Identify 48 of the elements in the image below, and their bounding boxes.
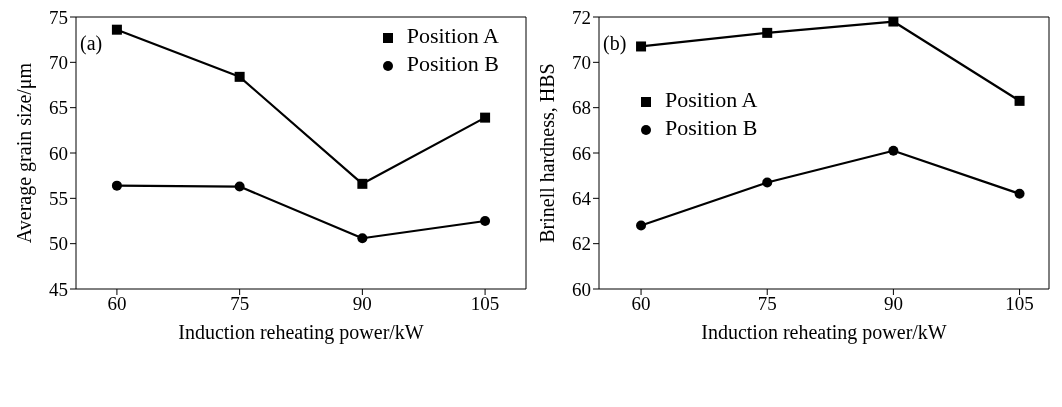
- point: [762, 27, 773, 38]
- point: [234, 71, 245, 82]
- y-tick-label: 75: [49, 6, 68, 28]
- point: [636, 41, 647, 52]
- x-tick-label: 105: [470, 293, 500, 315]
- point: [234, 181, 245, 192]
- y-tick-label: 72: [572, 6, 591, 28]
- x-tick-label: 90: [352, 293, 372, 315]
- annotation: (b): [603, 32, 627, 55]
- x-axis-title: Induction reheating power/kW: [178, 321, 424, 344]
- y-tick-label: 60: [49, 142, 68, 164]
- x-axis-title: Induction reheating power/kW: [701, 321, 947, 344]
- annotation: (a): [80, 32, 103, 55]
- y-tick-label: 45: [49, 278, 68, 300]
- legend-label: Position B: [665, 115, 758, 140]
- y-axis-title: Brinell hardness, HBS: [536, 63, 559, 243]
- x-tick-label: 105: [1005, 293, 1034, 315]
- point: [357, 178, 368, 189]
- y-tick-label: 55: [49, 188, 68, 210]
- point: [762, 177, 773, 188]
- point: [1014, 95, 1025, 106]
- point: [480, 112, 491, 123]
- x-tick-label: 75: [757, 293, 777, 315]
- y-tick-label: 60: [572, 278, 591, 300]
- x-tick-label: 75: [230, 293, 250, 315]
- point: [1014, 188, 1025, 199]
- point: [111, 180, 122, 191]
- point: [636, 220, 647, 231]
- y-tick-label: 65: [49, 97, 68, 119]
- point: [357, 233, 368, 244]
- legend-label: Position B: [406, 51, 499, 76]
- x-tick-label: 90: [883, 293, 903, 315]
- legend-label: Position A: [406, 23, 499, 48]
- y-tick-label: 64: [572, 188, 592, 210]
- y-tick-label: 68: [572, 97, 591, 119]
- y-tick-label: 50: [49, 233, 68, 255]
- point: [111, 24, 122, 35]
- x-tick-label: 60: [107, 293, 127, 315]
- point: [888, 145, 899, 156]
- x-tick-label: 60: [631, 293, 651, 315]
- y-tick-label: 70: [572, 52, 591, 74]
- point: [480, 216, 491, 226]
- y-tick-label: 66: [572, 142, 591, 164]
- y-tick-label: 70: [49, 52, 68, 74]
- y-axis-title: Average grain size/μm: [13, 62, 37, 244]
- y-tick-label: 62: [572, 233, 591, 255]
- legend-label: Position A: [665, 87, 758, 112]
- point: [888, 17, 899, 27]
